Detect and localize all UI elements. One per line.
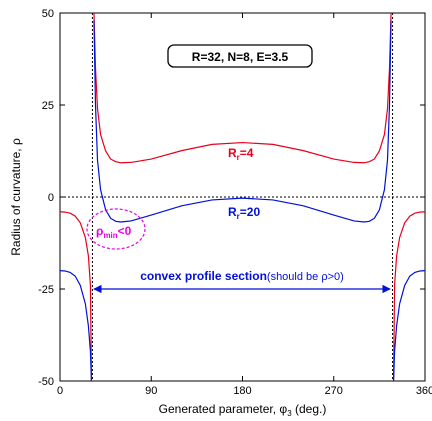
series-label-rr4: Rr=4 [228,146,254,162]
x-axis-title: Generated parameter, φ3 (deg.) [159,402,327,418]
x-tick-label: 90 [145,385,157,397]
convex-section-label: convex profile section(should be ρ>0) [140,269,344,283]
series-line-rr20 [394,271,425,381]
y-tick-label: -25 [38,284,54,296]
x-tick-label: 180 [233,385,251,397]
y-tick-label: 25 [42,100,54,112]
y-axis-title: Radius of curvature, ρ [9,138,23,256]
x-tick-label: 270 [325,385,343,397]
y-tick-label: -50 [38,376,54,388]
y-tick-label: 0 [48,192,54,204]
series-line-rr4 [394,212,425,381]
plot-frame [60,13,425,381]
x-tick-label: 360 [416,385,432,397]
series-label-rr20: Rr=20 [228,205,260,221]
series-line-rr4 [94,13,391,163]
x-tick-label: 0 [57,385,63,397]
series-line-rr4 [60,212,91,381]
params-box-text: R=32, N=8, E=3.5 [192,50,289,64]
series-layer [60,13,425,381]
rho-min-label: ρmin<0 [96,224,132,240]
series-line-rr20 [60,271,91,381]
y-tick-label: 50 [42,8,54,20]
reference-lines [60,13,425,381]
